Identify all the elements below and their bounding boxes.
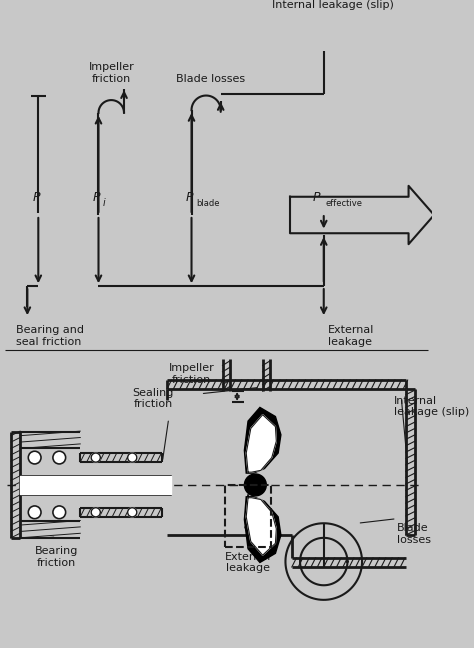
Polygon shape	[246, 498, 276, 555]
Text: Bearing and
seal friction: Bearing and seal friction	[16, 325, 83, 347]
Text: External
leakage: External leakage	[328, 325, 374, 347]
Text: Internal leakage (slip): Internal leakage (slip)	[272, 0, 394, 10]
Circle shape	[91, 453, 100, 462]
Polygon shape	[245, 497, 281, 562]
Text: P: P	[186, 191, 193, 204]
Circle shape	[28, 451, 41, 464]
Text: Blade losses: Blade losses	[176, 74, 245, 84]
Text: Sealing
friction: Sealing friction	[133, 388, 174, 410]
Text: P: P	[93, 191, 100, 204]
Circle shape	[91, 508, 100, 517]
Circle shape	[53, 506, 66, 518]
Text: P: P	[33, 191, 40, 204]
Text: Internal
leakage (slip): Internal leakage (slip)	[394, 395, 469, 417]
Circle shape	[128, 453, 137, 462]
Bar	[225, 485, 271, 547]
Text: Blade
losses: Blade losses	[397, 523, 431, 545]
Text: blade: blade	[196, 199, 219, 208]
Circle shape	[128, 508, 137, 517]
Text: i: i	[103, 198, 106, 208]
Circle shape	[245, 474, 266, 496]
Text: P: P	[313, 191, 320, 204]
Polygon shape	[246, 415, 276, 472]
Circle shape	[28, 506, 41, 518]
Text: Bearing
friction: Bearing friction	[35, 546, 78, 568]
Text: Impeller
friction: Impeller friction	[169, 363, 214, 385]
Text: effective: effective	[326, 199, 363, 208]
Text: External
leakage: External leakage	[225, 551, 271, 573]
Circle shape	[53, 451, 66, 464]
Polygon shape	[245, 408, 281, 473]
Text: Impeller
friction: Impeller friction	[88, 62, 134, 84]
